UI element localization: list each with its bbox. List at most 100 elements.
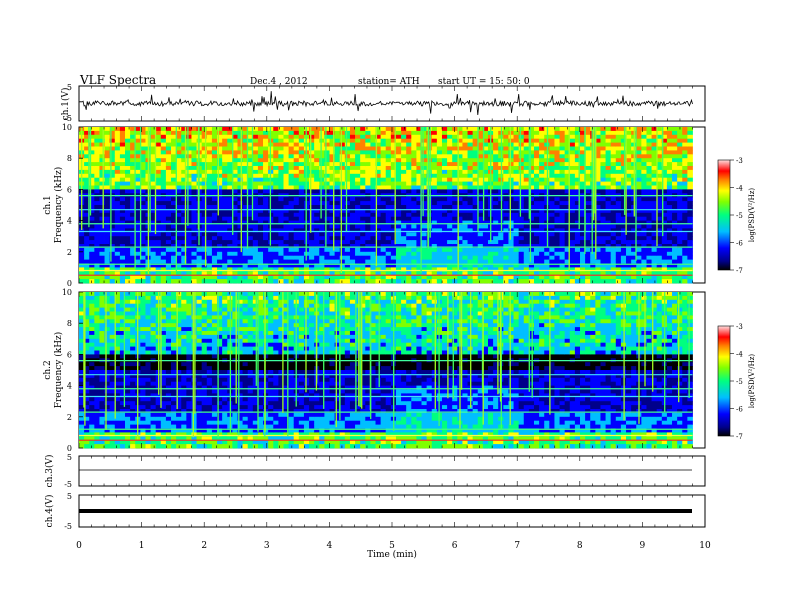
spectrogram-cell [324,255,330,260]
spectrogram-cell [242,201,249,206]
spectrogram-cell [482,146,489,151]
spectrogram-cell [130,232,136,237]
spectrogram-cell [539,146,545,151]
spectrogram-cell [84,432,90,437]
spectrogram-cell [380,197,387,202]
spectrogram-cell [395,251,402,257]
spectrogram-cell [125,279,131,284]
spectrogram-cell [309,263,315,268]
spectrogram-cell [636,240,642,245]
spectrogram-cell [155,236,162,241]
spectrogram-cell [319,212,325,218]
spectrogram-cell [181,177,187,182]
spectrogram-cell [539,177,545,182]
spectrogram-cell [181,146,187,151]
spectrogram-cell [651,134,658,140]
spectrogram-cell [687,177,693,182]
spectrogram-cell [196,279,203,284]
spectrogram-cell [135,130,141,136]
spectrogram-cell [656,162,663,167]
spectrogram-cell [140,240,146,245]
spectrogram-cell [436,271,443,276]
spectrogram-cell [498,263,504,268]
spectrogram-cell [564,259,571,264]
spectrogram-cell [242,130,249,136]
spectrogram-cell [416,150,422,155]
spectrogram-cell [528,173,535,179]
spectrogram-cell [585,247,591,253]
spectrogram-cell [79,299,85,305]
spectrogram-cell [247,134,254,140]
spectrogram-cell [554,197,560,202]
spectrogram-cell [482,232,489,237]
spectrogram-cell [656,251,663,257]
spectrogram-cell [365,150,371,155]
spectrogram-cell [416,142,422,147]
spectrogram-cell [528,279,535,284]
spectrogram-cell [467,259,474,264]
spectrogram-cell [605,228,612,233]
spectrogram-cell [89,166,95,171]
spectrogram-cell [186,279,192,284]
spectrogram-cell [293,247,300,253]
spectrogram-cell [682,216,688,221]
spectrogram-cell [518,228,525,233]
spectrogram-cell [119,255,126,260]
spectrogram-cell [406,166,412,171]
spectrogram-cell [273,189,279,194]
spectrogram-cell [605,169,612,175]
spectrogram-cell [534,259,540,264]
spectrogram-cell [257,138,264,143]
spectrogram-cell [615,205,622,210]
spectrogram-cell [452,181,458,186]
spectrogram-cell [452,166,458,171]
spectrogram-cell [242,146,249,151]
spectrogram-cell [462,134,468,140]
spectrogram-cell [119,271,126,276]
spectrogram-cell [493,169,499,175]
spectrogram-cell [682,169,688,175]
spectrogram-cell [355,236,361,241]
spectrogram-cell [641,232,647,237]
spectrogram-cell [605,224,612,229]
spectrogram-cell [247,259,254,264]
spectrogram-cell [135,154,141,159]
spectrogram-cell [360,150,366,155]
spectrogram-cell [569,150,576,155]
spectrogram-cell [416,255,422,260]
spectrogram-cell [186,177,192,182]
spectrogram-cell [666,228,673,233]
spectrogram-cell [278,142,284,147]
spectrogram-cell [426,181,433,186]
spectrogram-cell [672,130,678,136]
spectrogram-cell [283,263,289,268]
spectrogram-cell [114,181,121,186]
spectrogram-cell [135,169,141,175]
spectrogram-cell [237,146,243,151]
spectrogram-cell [539,251,545,257]
spectrogram-cell [334,138,341,143]
spectrogram-cell [610,236,617,241]
spectrogram-cell [441,263,448,268]
spectrogram-cell [344,158,351,163]
spectrogram-cell [171,275,177,280]
spectrogram-cell [559,275,566,280]
spectrogram-cell [549,244,555,249]
spectrogram-cell [651,146,658,151]
spectrogram-cell [672,279,678,284]
spectrogram-cell [564,255,571,260]
spectrogram-cell [232,247,238,253]
spectrogram-cell [355,255,361,260]
spectrogram-cell [370,134,376,140]
spectrogram-cell [288,181,295,186]
spectrogram-cell [206,208,213,214]
spectrogram-cell [672,267,678,272]
spectrogram-cell [452,146,458,151]
spectrogram-cell [196,259,203,264]
spectrogram-cell [401,247,407,253]
spectrogram-cell [89,271,95,276]
spectrogram-cell [380,146,387,151]
spectrogram-cell [176,205,182,210]
spectrogram-cell [114,275,121,280]
spectrogram-cell [390,247,397,253]
